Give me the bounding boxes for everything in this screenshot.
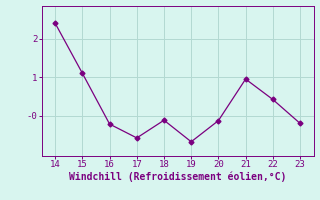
X-axis label: Windchill (Refroidissement éolien,°C): Windchill (Refroidissement éolien,°C) — [69, 172, 286, 182]
